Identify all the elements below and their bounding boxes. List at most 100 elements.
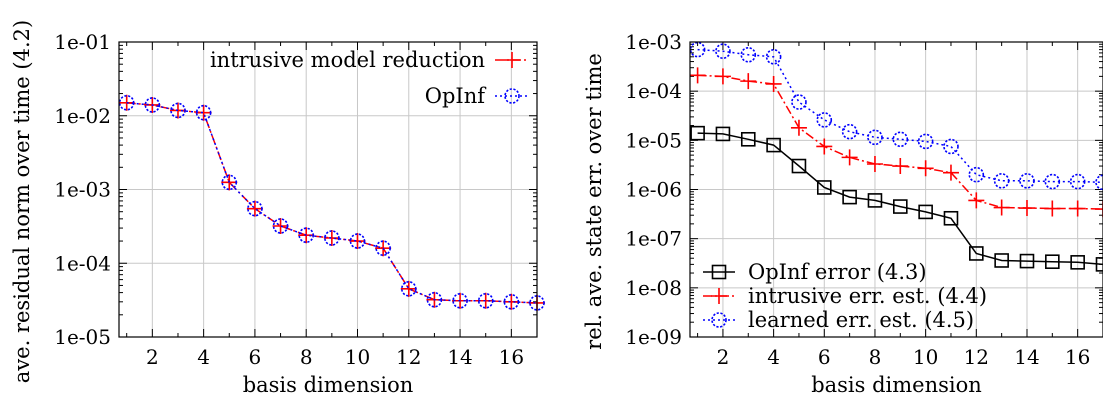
data-point-square <box>867 193 883 208</box>
data-point-plus <box>968 192 985 209</box>
data-point-plus <box>866 156 883 173</box>
x-tick-label: 2 <box>717 345 730 369</box>
data-point-circle <box>452 292 468 309</box>
data-point-square <box>842 189 857 205</box>
data-point-circle <box>917 133 934 150</box>
y-tick-label: 1e-05 <box>54 325 111 349</box>
data-point-circle <box>324 230 340 246</box>
y-tick-label: 1e-05 <box>625 128 682 152</box>
data-point-square <box>893 199 908 214</box>
data-point-square <box>918 204 933 220</box>
data-point-circle <box>529 295 545 311</box>
y-tick-label: 1e-07 <box>625 227 682 251</box>
data-point-circle <box>765 49 782 65</box>
data-point-plus <box>740 73 757 90</box>
x-axis-label: basis dimension <box>243 373 414 397</box>
y-tick-label: 1e-06 <box>625 178 682 202</box>
data-point-circle <box>247 200 263 217</box>
legend-label: intrusive err. est. (4.4) <box>748 284 987 308</box>
data-point-circle <box>119 94 135 111</box>
data-point-circle <box>375 240 391 256</box>
data-point-plus <box>942 164 959 181</box>
data-point-circle <box>1044 173 1061 190</box>
data-point-circle <box>400 281 417 297</box>
data-point-square <box>690 125 705 141</box>
data-point-circle <box>715 43 731 59</box>
data-point-circle <box>943 138 959 155</box>
chart-2 <box>689 41 1103 338</box>
data-point-circle <box>477 292 494 309</box>
legend-marker <box>504 88 520 104</box>
data-point-circle <box>503 294 520 310</box>
y-tick-label: 1e-03 <box>54 178 111 202</box>
data-point-plus <box>892 158 909 175</box>
y-tick-label: 1e-01 <box>54 30 111 54</box>
data-point-square <box>1095 257 1103 272</box>
x-tick-label: 16 <box>499 345 524 369</box>
data-point-square <box>994 253 1009 268</box>
data-point-plus <box>841 149 858 166</box>
series-line-2 <box>126 102 538 304</box>
data-point-plus <box>272 217 289 234</box>
y-tick-label: 1e-04 <box>625 79 682 103</box>
data-point-square <box>740 131 756 147</box>
data-point-square <box>816 180 832 195</box>
data-point-plus <box>993 199 1010 216</box>
data-point-circle <box>298 227 315 244</box>
legend-marker <box>504 52 520 68</box>
x-tick-label: 6 <box>818 345 831 369</box>
legend-label: intrusive model reduction <box>210 48 485 72</box>
data-point-circle <box>221 174 238 191</box>
y-tick-label: 1e-03 <box>625 30 682 54</box>
x-tick-label: 10 <box>345 345 370 369</box>
legend-label: OpInf error (4.3) <box>748 260 927 284</box>
data-point-square <box>1045 254 1060 270</box>
data-point-plus <box>714 68 731 85</box>
y-tick-label: 1e-08 <box>625 276 682 300</box>
data-point-circle <box>968 166 985 183</box>
data-point-square <box>943 210 959 226</box>
legend-marker <box>711 312 727 328</box>
legend-marker <box>711 264 727 280</box>
x-tick-label: 6 <box>249 345 262 369</box>
data-point-circle <box>816 112 833 128</box>
data-point-plus <box>816 138 833 155</box>
x-tick-label: 14 <box>1014 345 1039 369</box>
data-point-plus <box>195 104 212 121</box>
data-point-circle <box>993 173 1010 189</box>
y-tick-label: 1e-09 <box>625 325 682 349</box>
data-point-square <box>1019 253 1035 269</box>
data-point-plus <box>246 200 263 217</box>
data-point-plus <box>1069 200 1086 217</box>
x-tick-label: 8 <box>869 345 882 369</box>
series-line-2 <box>697 74 1103 210</box>
data-point-square <box>1070 255 1085 270</box>
data-point-circle <box>1069 173 1086 190</box>
data-point-plus <box>790 119 807 136</box>
data-point-plus <box>690 67 706 84</box>
series-line-1 <box>126 102 538 304</box>
x-tick-label: 2 <box>146 345 159 369</box>
data-point-circle <box>170 102 186 119</box>
x-tick-label: 8 <box>300 345 313 369</box>
data-point-plus <box>1044 200 1061 217</box>
legend-marker <box>711 288 727 304</box>
x-tick-label: 10 <box>913 345 938 369</box>
y-axis-label: ave. residual norm over time (4.2) <box>10 20 34 383</box>
data-point-square <box>791 158 807 174</box>
data-point-circle <box>740 46 757 63</box>
data-point-square <box>766 137 781 153</box>
data-point-circle <box>349 233 366 249</box>
data-point-circle <box>791 94 807 110</box>
data-point-plus <box>323 229 340 246</box>
x-tick-label: 16 <box>1065 345 1090 369</box>
data-point-plus <box>400 280 417 297</box>
legend-label: OpInf <box>425 84 487 108</box>
chart-1 <box>118 41 545 338</box>
plot-frame <box>689 41 1103 338</box>
data-point-plus <box>917 160 934 177</box>
x-tick-label: 4 <box>197 345 210 369</box>
data-point-square <box>969 246 984 261</box>
data-point-circle <box>195 104 212 121</box>
